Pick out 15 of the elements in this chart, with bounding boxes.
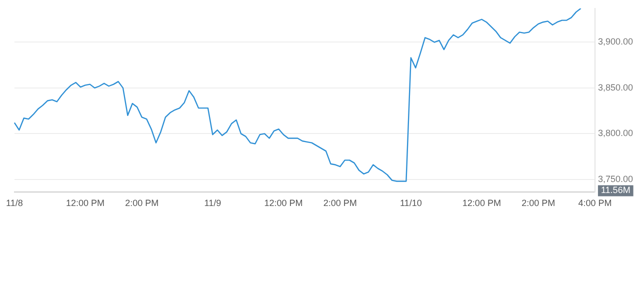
- x-tick-label: 11/10: [400, 198, 422, 208]
- y-tick-label: 3,850.00: [598, 82, 634, 92]
- y-tick-label: 3,750.00: [598, 174, 634, 184]
- x-tick-label: 4:00 PM: [578, 198, 612, 208]
- x-tick-label: 2:00 PM: [522, 198, 556, 208]
- x-tick-label: 11/8: [6, 198, 23, 208]
- y-tick-label: 3,900.00: [598, 36, 634, 47]
- x-tick-label: 12:00 PM: [264, 198, 303, 208]
- y-tick-label: 3,800.00: [598, 128, 634, 138]
- x-tick-label: 11/9: [204, 198, 222, 208]
- x-tick-label: 2:00 PM: [323, 198, 357, 208]
- text: 11.56M: [600, 185, 630, 196]
- x-tick-label: 12:00 PM: [462, 198, 501, 208]
- x-tick-label: 12:00 PM: [66, 198, 104, 208]
- x-tick-label: 2:00 PM: [125, 198, 159, 208]
